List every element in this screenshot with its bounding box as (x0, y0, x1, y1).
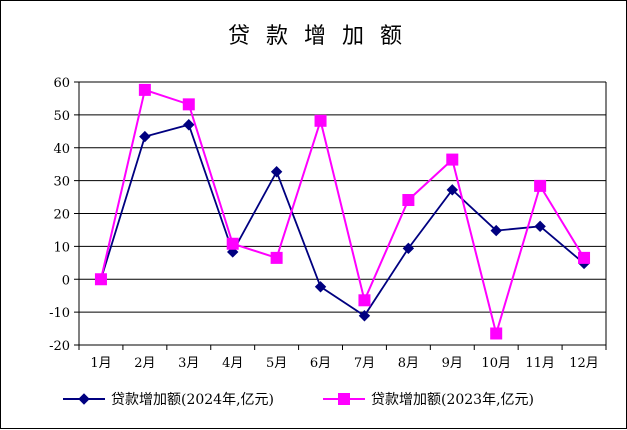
data-point (534, 220, 546, 233)
data-point (183, 119, 195, 131)
x-tick-label: 9月 (442, 356, 463, 371)
legend-swatch-marker (338, 393, 350, 405)
legend-item-2023: 贷款增加额(2023年,亿元) (323, 392, 534, 408)
y-tick-label: 40 (53, 142, 70, 157)
x-tick-label: 5月 (266, 356, 287, 371)
data-point (270, 166, 283, 178)
data-point (182, 98, 195, 111)
y-tick-label: 20 (53, 208, 70, 223)
y-tick-label: -10 (49, 306, 70, 321)
x-tick-label: 7月 (354, 356, 375, 371)
y-tick-label: 50 (53, 109, 70, 124)
data-point (534, 179, 547, 192)
data-point (94, 273, 107, 286)
y-tick-label: -20 (49, 339, 70, 354)
x-tick-label: 10月 (481, 356, 511, 371)
x-tick-label: 2月 (134, 356, 155, 371)
data-point (314, 281, 327, 293)
legend-swatch-marker (78, 393, 90, 405)
y-axis-ticks: -20 -10 0 10 20 30 40 50 60 (49, 76, 79, 354)
data-point (358, 294, 371, 307)
y-tick-label: 0 (62, 273, 70, 288)
data-point (358, 310, 371, 322)
x-tick-label: 8月 (398, 356, 419, 371)
x-tick-label: 12月 (569, 356, 599, 371)
data-point (402, 194, 415, 207)
legend-label: 贷款增加额(2024年,亿元) (111, 392, 274, 408)
x-axis-ticks: 1月 2月 3月 4月 5月 6月 7月 8月 9月 10月 11月 12月 (78, 345, 607, 371)
data-point (226, 237, 239, 250)
data-point (578, 251, 591, 264)
x-tick-label: 1月 (90, 356, 111, 371)
x-tick-label: 6月 (310, 356, 331, 371)
data-point (139, 130, 151, 143)
data-point (270, 251, 283, 264)
chart-title: 贷款增加额 (228, 24, 418, 49)
series-group (94, 83, 591, 340)
data-point (490, 224, 502, 237)
legend-label: 贷款增加额(2023年,亿元) (371, 392, 534, 408)
data-point (402, 242, 415, 255)
data-point (446, 184, 458, 196)
data-point (314, 114, 327, 127)
legend-item-2024: 贷款增加额(2024年,亿元) (63, 392, 274, 408)
data-point (490, 327, 503, 340)
data-point (138, 83, 151, 96)
x-tick-label: 4月 (222, 356, 243, 371)
data-point (446, 153, 459, 166)
series-2023 (94, 83, 591, 340)
y-tick-label: 10 (53, 240, 70, 255)
y-tick-label: 30 (53, 175, 70, 190)
series-line (100, 123, 585, 317)
x-tick-label: 11月 (525, 356, 555, 371)
legend: 贷款增加额(2024年,亿元) 贷款增加额(2023年,亿元) (63, 392, 534, 408)
y-tick-label: 60 (53, 76, 70, 91)
x-tick-label: 3月 (178, 356, 199, 371)
series-line (99, 88, 585, 338)
